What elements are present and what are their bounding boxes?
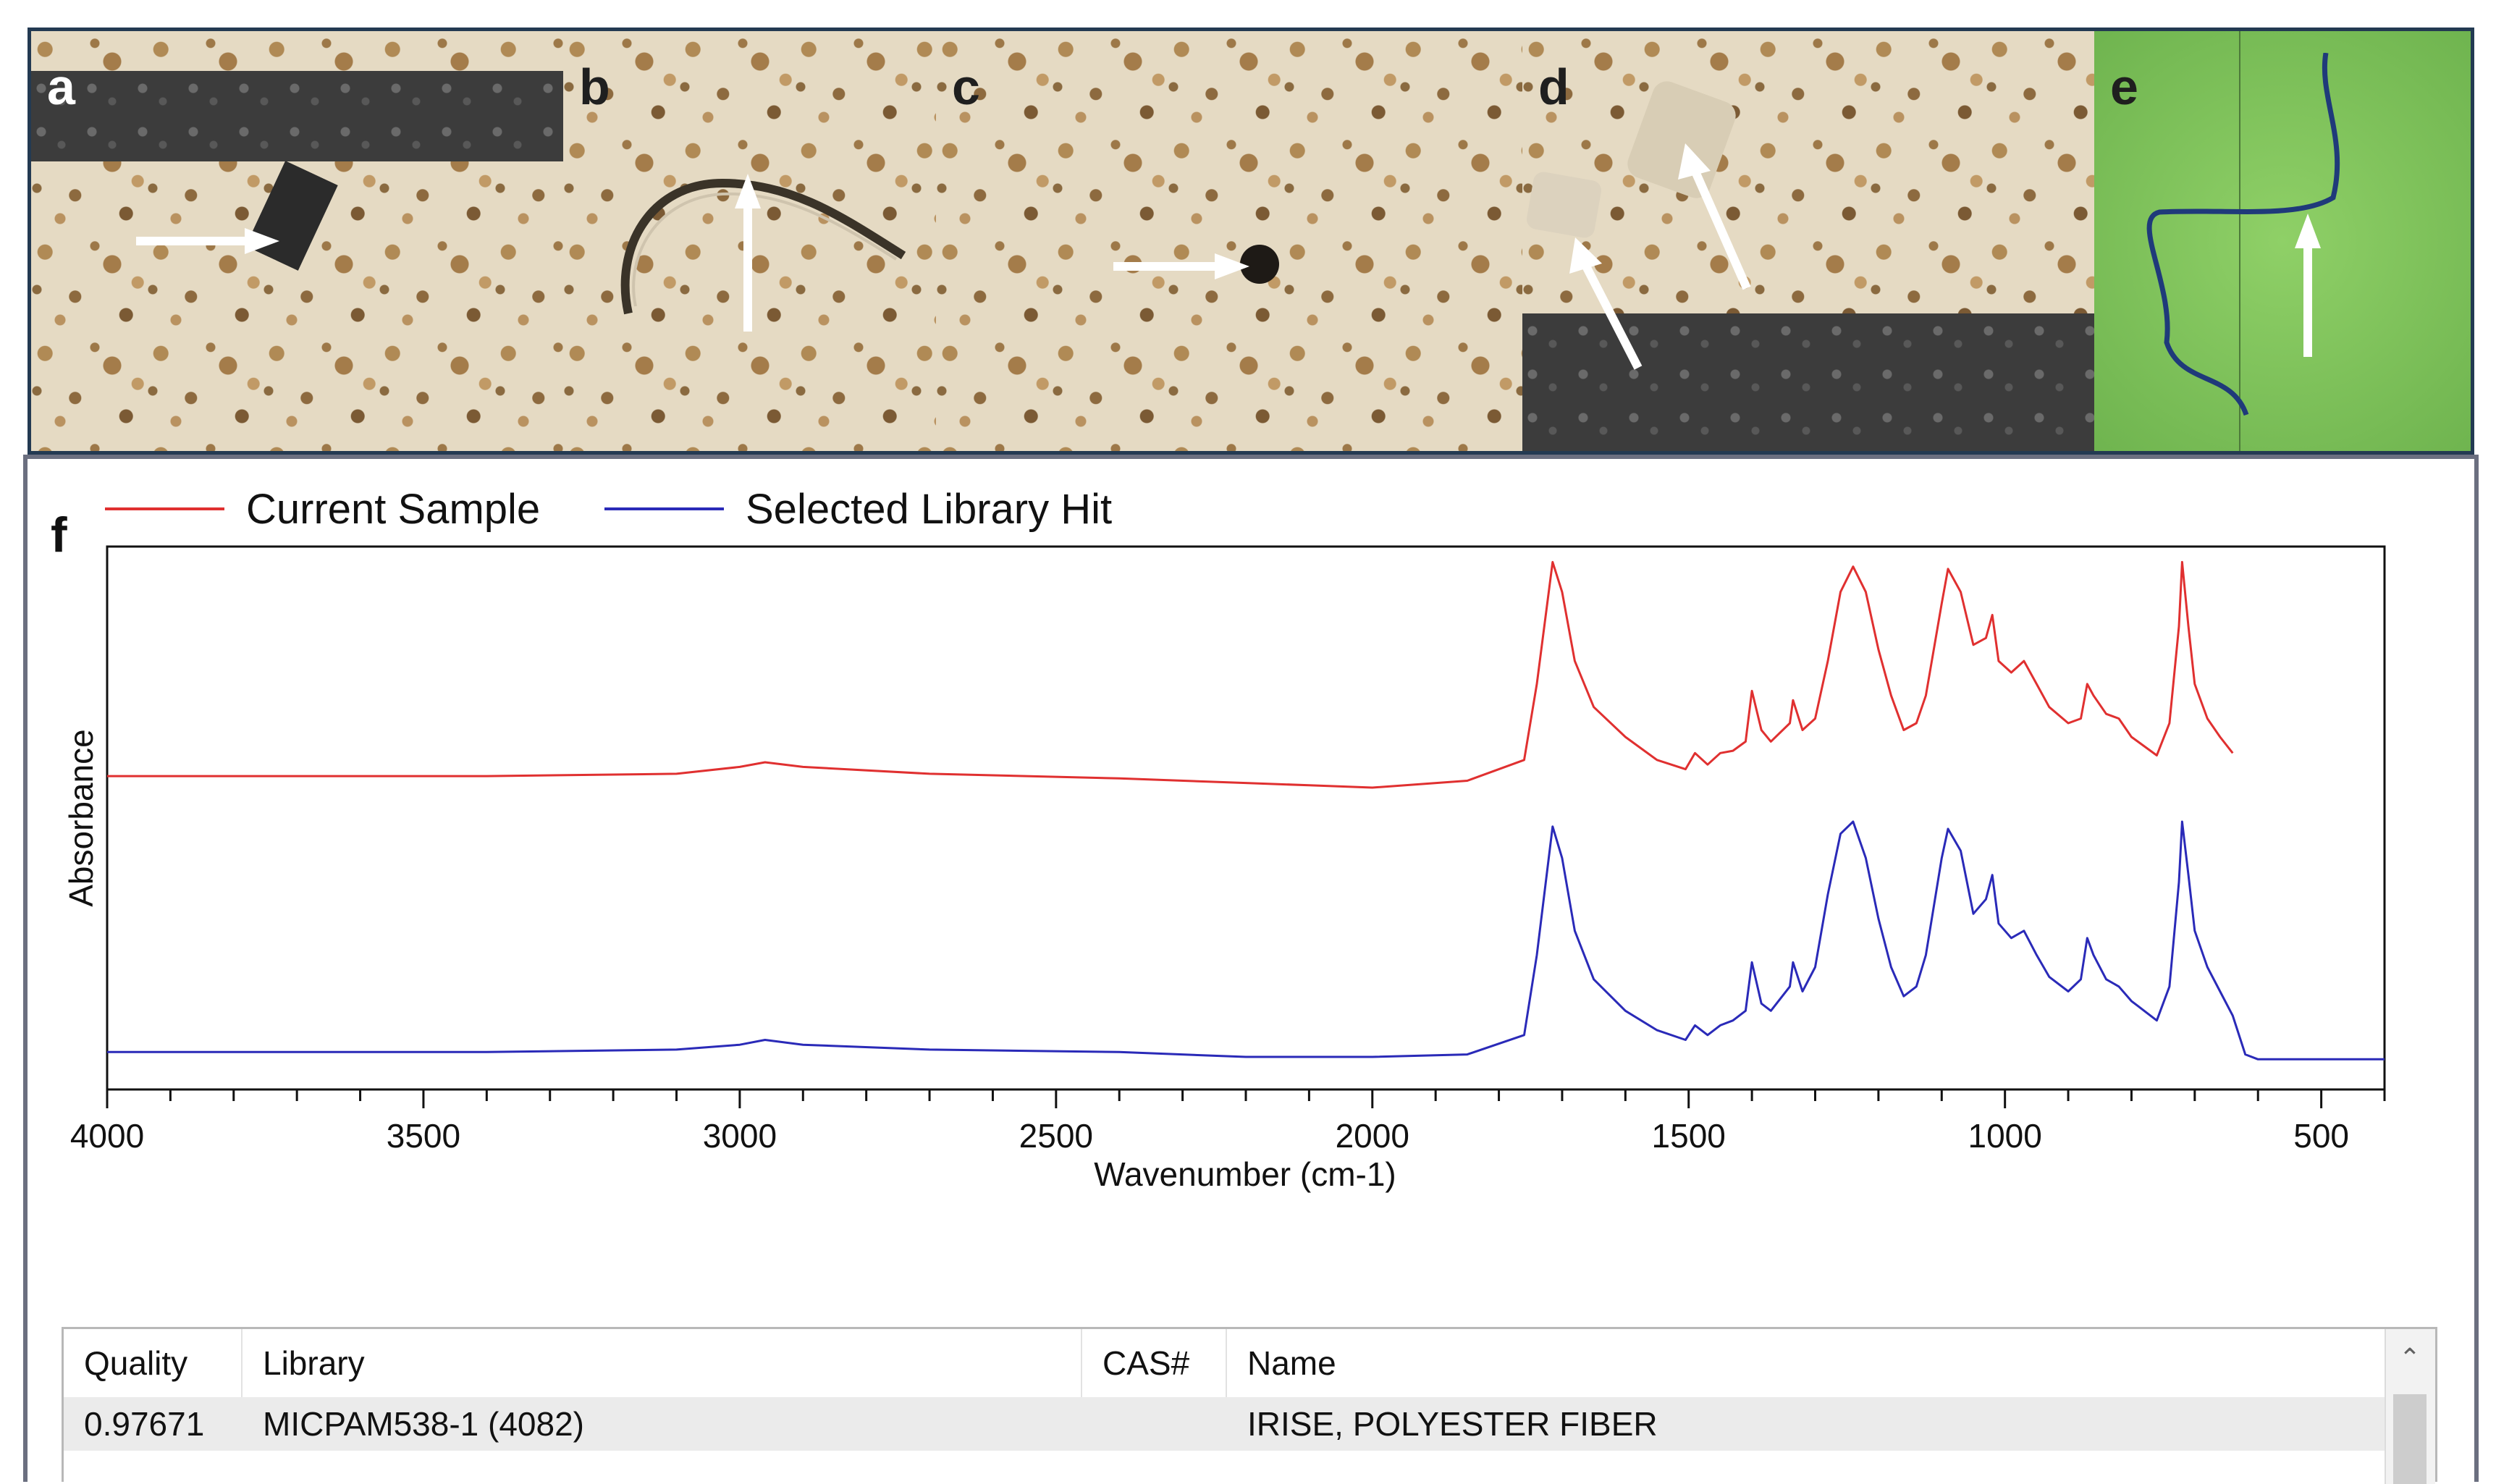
plot-area [106,545,2386,1091]
panel-label-a: a [47,59,75,115]
x-tick-label: 3500 [387,1117,460,1155]
panel-label-f: f [51,507,67,562]
particle-fiber [620,178,906,315]
column-header-library[interactable]: Library [243,1329,1082,1397]
legend-library-hit: Selected Library Hit [604,484,1112,534]
table-header-row: Quality Library CAS# Name [64,1329,2385,1397]
x-tick-label: 1500 [1652,1117,1726,1155]
arrow-icon [735,174,761,332]
series-current-sample-line [107,560,2234,789]
x-tick-label: 500 [2293,1117,2349,1155]
y-axis-label: Absorbance [62,729,100,907]
legend-label-current-sample: Current Sample [246,485,541,533]
x-axis-label: Wavenumber (cm-1) [1094,1155,1396,1193]
photo-panel-b: b [563,31,936,451]
cell-cas [1082,1397,1227,1451]
arrow-icon [136,228,279,254]
legend-swatch-red [105,507,224,510]
arrow-icon [1113,253,1249,279]
photo-strip: a b c d [28,28,2474,455]
legend-swatch-blue [604,507,724,510]
particle-pellet [1240,245,1279,284]
x-tick-label: 3000 [703,1117,777,1155]
table-scrollbar[interactable]: ⌃ [2385,1329,2435,1484]
column-header-quality[interactable]: Quality [64,1329,243,1397]
results-table: Quality Library CAS# Name 0.97671 MICPAM… [62,1327,2437,1484]
photo-panel-e: e [2094,31,2471,451]
column-header-name[interactable]: Name [1247,1344,1336,1382]
table-row[interactable]: 0.97671 MICPAM538-1 (4082) IRISE, POLYES… [64,1397,2385,1451]
column-header-cas[interactable]: CAS# [1082,1329,1227,1397]
arrow-icon [2295,214,2321,357]
x-tick-label: 1000 [1968,1117,2041,1155]
photo-panel-d: d [1522,31,2094,451]
arrow-icon [1569,237,1643,370]
legend-current-sample: Current Sample [105,484,540,534]
legend-label-library-hit: Selected Library Hit [746,485,1113,533]
panel-label-b: b [579,59,610,115]
table-row-empty [64,1451,2385,1484]
x-tick-label: 4000 [70,1117,144,1155]
photo-panel-a: a [31,31,563,451]
panel-label-c: c [952,59,980,115]
particle-blue-fiber [2146,53,2340,416]
scroll-thumb[interactable] [2393,1394,2427,1484]
arrow-icon [1678,143,1751,290]
x-tick-label: 2500 [1019,1117,1093,1155]
panel-label-d: d [1538,59,1569,115]
spectrum-chart: 4000 3500 3000 2500 2000 1500 1000 500 Absorban… [62,545,2386,1193]
cell-library: MICPAM538-1 (4082) [263,1405,584,1443]
x-tick-label: 2000 [1336,1117,1409,1155]
cell-quality: 0.97671 [84,1405,205,1443]
series-library-hit-line [107,820,2385,1061]
panel-label-e: e [2110,59,2138,115]
cell-name: IRISE, POLYESTER FIBER [1247,1405,1658,1443]
scroll-up-icon[interactable]: ⌃ [2398,1343,2421,1373]
photo-panel-c: c [936,31,1522,451]
